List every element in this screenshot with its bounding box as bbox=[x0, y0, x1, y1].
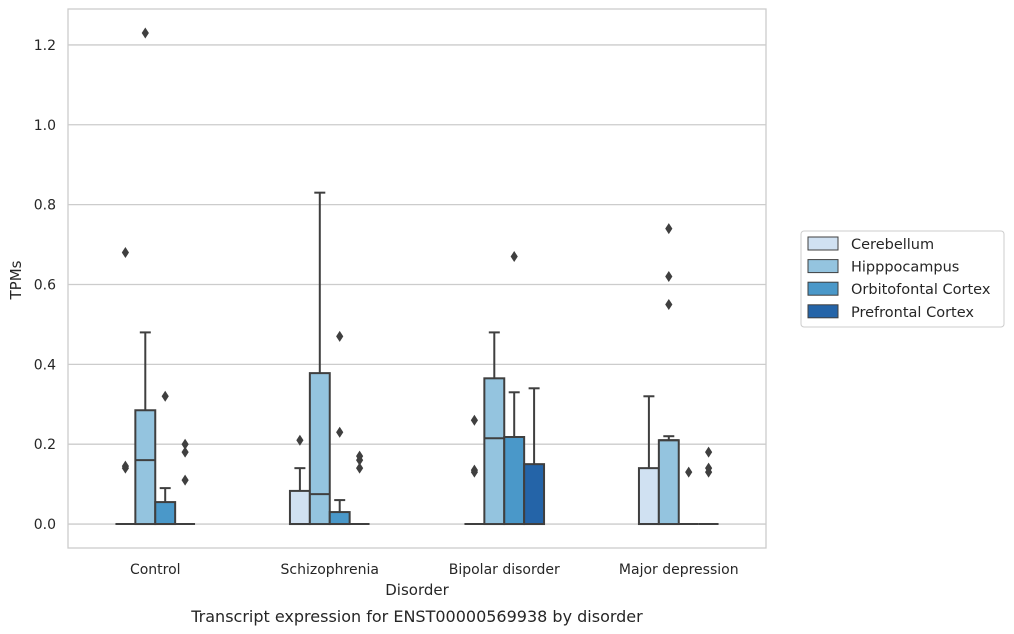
x-tick-label: Bipolar disorder bbox=[449, 562, 560, 578]
x-tick-label: Control bbox=[130, 562, 181, 578]
plot-area-border bbox=[67, 8, 767, 549]
box-cerebellum bbox=[637, 395, 660, 526]
box-orbitofontal-cortex bbox=[503, 251, 526, 526]
legend-swatch bbox=[807, 259, 839, 274]
box-hipppocampus bbox=[657, 223, 680, 526]
box-iqr bbox=[154, 501, 177, 526]
box-prefrontal-cortex bbox=[523, 387, 546, 526]
y-tick-label: 0.0 bbox=[34, 517, 56, 533]
y-tick-label: 1.2 bbox=[34, 38, 56, 54]
legend-label: Orbitofontal Cortex bbox=[851, 282, 991, 298]
x-tick-label: Schizophrenia bbox=[281, 562, 379, 578]
box-groups bbox=[115, 27, 719, 526]
y-tick-label: 0.6 bbox=[34, 277, 56, 293]
outlier-point bbox=[705, 446, 713, 458]
box-hipppocampus bbox=[308, 191, 331, 526]
x-tick-label: Major depression bbox=[619, 562, 739, 578]
y-tick-label: 0.8 bbox=[34, 198, 56, 214]
box-prefrontal-cortex bbox=[349, 450, 370, 526]
y-tick-label: 0.2 bbox=[34, 437, 56, 453]
box-iqr bbox=[657, 439, 680, 526]
box-orbitofontal-cortex bbox=[678, 466, 699, 526]
outlier-point bbox=[665, 298, 673, 310]
box-iqr bbox=[134, 409, 157, 526]
outlier-point bbox=[296, 434, 304, 446]
legend-frame bbox=[800, 230, 1005, 328]
box-cerebellum bbox=[464, 414, 485, 526]
outlier-point bbox=[356, 462, 364, 474]
x-tick-labels: Control Schizophrenia Bipolar disorder Majo… bbox=[130, 562, 739, 578]
outlier-point bbox=[685, 466, 693, 478]
box-iqr bbox=[288, 489, 311, 526]
box-hipppocampus bbox=[483, 331, 506, 526]
outlier-point bbox=[181, 438, 189, 450]
outlier-point bbox=[510, 251, 518, 263]
outlier-point bbox=[665, 271, 673, 283]
box-orbitofontal-cortex bbox=[154, 390, 177, 526]
legend-label: Prefrontal Cortex bbox=[851, 305, 974, 321]
outlier-point bbox=[181, 446, 189, 458]
figure-caption: Transcript expression for ENST0000056993… bbox=[190, 607, 643, 626]
box-cerebellum bbox=[288, 434, 311, 526]
y-tick-labels: 0.0 0.2 0.4 0.6 0.8 1.0 1.2 bbox=[34, 38, 56, 533]
outlier-point bbox=[470, 414, 478, 426]
outlier-point bbox=[121, 460, 129, 472]
box-iqr bbox=[523, 463, 546, 526]
box-prefrontal-cortex bbox=[175, 438, 196, 526]
outlier-point bbox=[141, 27, 149, 39]
outlier-point bbox=[336, 330, 344, 342]
box-prefrontal-cortex bbox=[698, 446, 719, 526]
outlier-point bbox=[356, 450, 364, 462]
y-tick-label: 1.0 bbox=[34, 118, 56, 134]
y-tick-label: 0.4 bbox=[34, 357, 56, 373]
y-axis-title: TPMs bbox=[7, 260, 25, 300]
box-hipppocampus bbox=[134, 27, 157, 526]
outlier-point bbox=[161, 390, 169, 402]
legend-swatch bbox=[807, 304, 839, 319]
legend-label: Hipppocampus bbox=[851, 260, 959, 276]
legend-swatch bbox=[807, 281, 839, 296]
outlier-point bbox=[705, 462, 713, 474]
legend-label: Cerebellum bbox=[851, 237, 934, 253]
outlier-point bbox=[665, 223, 673, 235]
box-orbitofontal-cortex bbox=[328, 330, 351, 526]
box-iqr bbox=[308, 372, 331, 526]
box-iqr bbox=[637, 467, 660, 526]
box-cerebellum bbox=[115, 247, 136, 526]
legend-items: Cerebellum Hipppocampus Orbitofontal Corte… bbox=[807, 236, 991, 321]
legend: Cerebellum Hipppocampus Orbitofontal Corte… bbox=[800, 230, 1005, 328]
box-iqr bbox=[483, 377, 506, 526]
outlier-point bbox=[470, 464, 478, 476]
outlier-point bbox=[121, 247, 129, 259]
box-iqr bbox=[328, 511, 351, 526]
outlier-point bbox=[181, 474, 189, 486]
legend-swatch bbox=[807, 236, 839, 251]
box-iqr bbox=[503, 436, 526, 526]
outlier-point bbox=[336, 426, 344, 438]
x-axis-title: Disorder bbox=[385, 581, 449, 599]
